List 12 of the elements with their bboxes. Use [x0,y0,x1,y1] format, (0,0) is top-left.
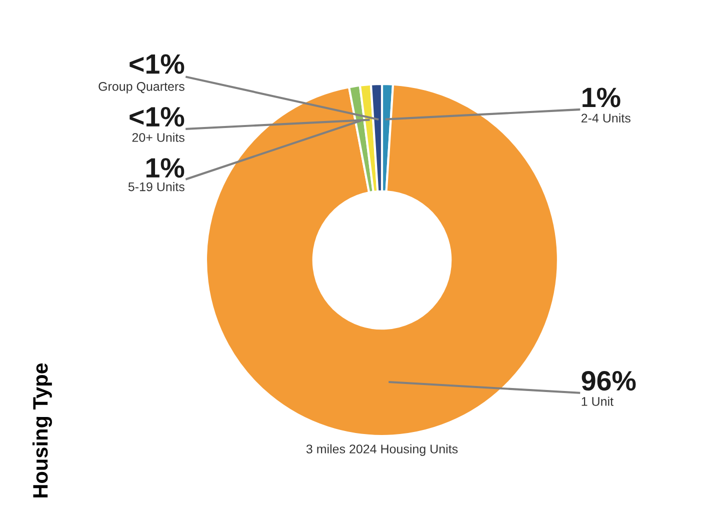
slice-label: 5-19 Units [128,182,184,192]
data-label: 1% [146,158,184,178]
slice-label: 20+ Units [132,132,184,142]
data-label: 96% [582,370,636,391]
data-label: <1% [130,107,184,127]
data-label: 1% [582,88,620,108]
slice-label: 2-4 Units [581,113,630,123]
text: 3 miles 2024 Housing Units [306,444,458,456]
slice-label: 1 Unit [582,396,614,406]
data-label: <1% [130,54,184,74]
text: Housing Type [32,363,52,498]
slice-label: Group Quarters [98,82,184,94]
